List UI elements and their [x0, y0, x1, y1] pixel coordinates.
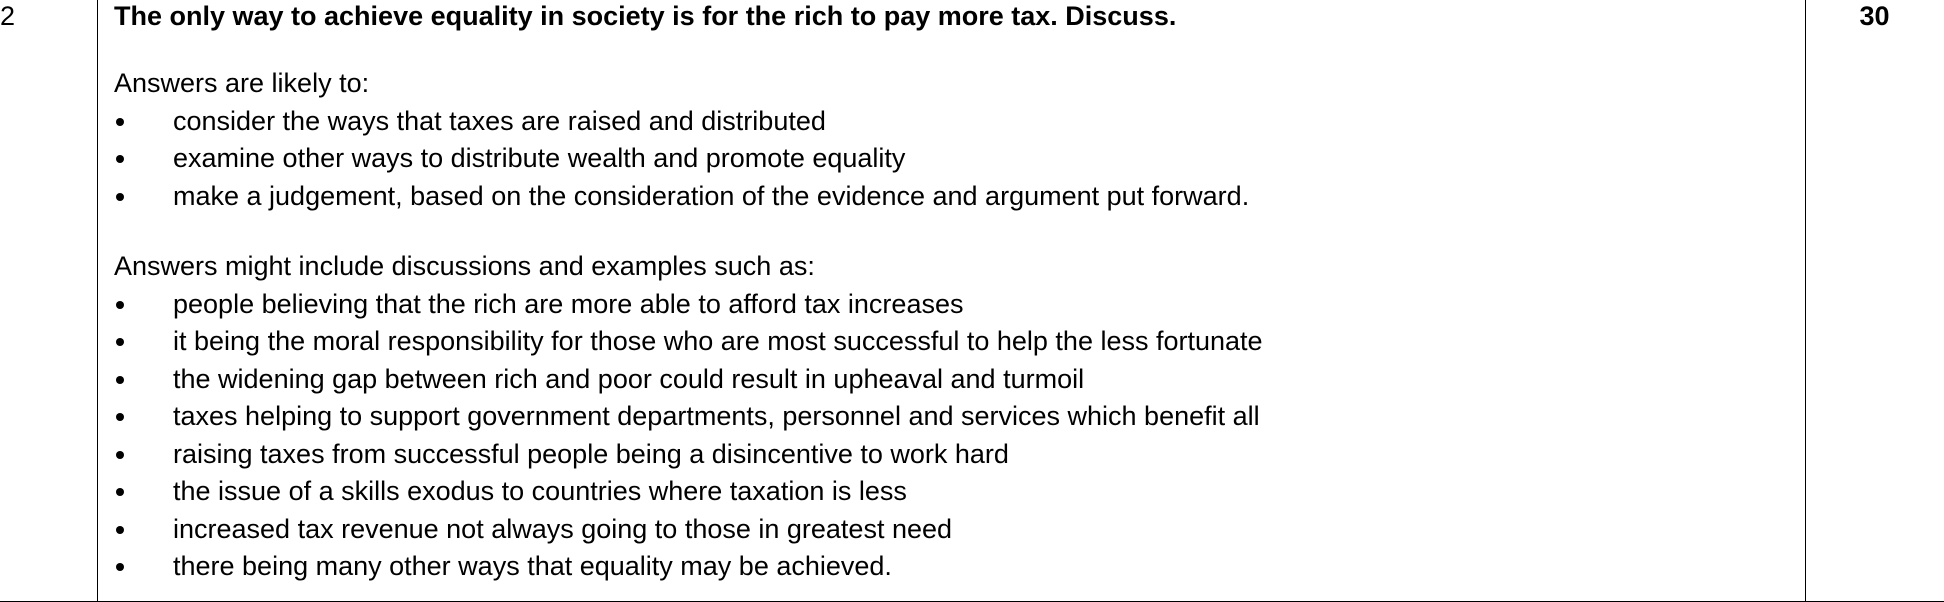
bullet-icon [116, 338, 124, 346]
guidance-cell: The only way to achieve equality in soci… [114, 0, 1794, 586]
question-number: 2 [0, 1, 16, 31]
column-divider [1805, 0, 1806, 602]
bullet-icon [116, 413, 124, 421]
bullet-icon [116, 155, 124, 163]
likely-intro: Answers are likely to: [114, 68, 370, 98]
list-item: there being many other ways that equalit… [114, 548, 1794, 586]
list-item: it being the moral responsibility for th… [114, 323, 1794, 361]
list-item: make a judgement, based on the considera… [114, 178, 1794, 216]
marks-value: 30 [1859, 1, 1890, 31]
bullet-icon [116, 375, 124, 384]
question-text: The only way to achieve equality in soci… [114, 1, 1177, 31]
list-item: raising taxes from successful people bei… [114, 436, 1794, 474]
column-divider [97, 0, 98, 602]
include-list: people believing that the rich are more … [114, 286, 1794, 586]
bullet-icon [116, 117, 124, 126]
list-item: the issue of a skills exodus to countrie… [114, 473, 1794, 511]
bullet-icon [116, 525, 124, 534]
bullet-icon [116, 450, 124, 459]
bullet-icon [116, 300, 124, 309]
likely-list: consider the ways that taxes are raised … [114, 103, 1794, 216]
bullet-icon [116, 192, 124, 201]
list-item: increased tax revenue not always going t… [114, 511, 1794, 549]
include-intro: Answers might include discussions and ex… [114, 251, 815, 281]
list-item: taxes helping to support government depa… [114, 398, 1794, 436]
bullet-icon [116, 488, 124, 496]
bullet-icon [116, 563, 124, 571]
list-item: examine other ways to distribute wealth … [114, 140, 1794, 178]
list-item: people believing that the rich are more … [114, 286, 1794, 324]
list-item: the widening gap between rich and poor c… [114, 361, 1794, 399]
list-item: consider the ways that taxes are raised … [114, 103, 1794, 141]
